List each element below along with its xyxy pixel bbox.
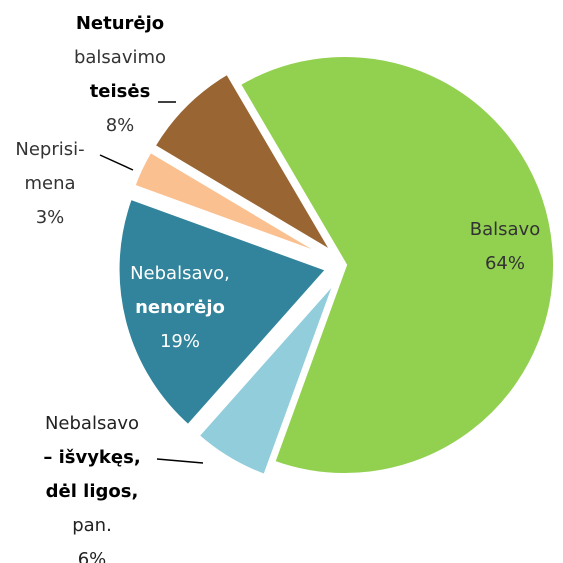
slice-label: Neturėjo [76,13,164,34]
slice-label: pan. [72,515,112,536]
slice-label: mena [24,173,75,194]
pie-slice [235,53,557,477]
value-label: 3% [36,207,65,228]
pie-slice [115,195,331,430]
leader-line [156,458,204,464]
slice-label: Nebalsavo [45,413,139,434]
slice-label: dėl ligos, [46,481,139,502]
pie-slice [130,147,332,261]
slice-label: Neprisi- [15,139,84,160]
pie-slice [150,69,336,256]
value-label: 8% [106,115,135,136]
pie-slice [194,277,339,479]
slice-label: Nebalsavo, [130,263,230,284]
slice-label: – išvykęs, [43,447,140,468]
value-label: 6% [78,549,107,563]
slice-label: teisės [90,81,151,102]
slice-label: Balsavo [470,219,540,240]
leader-line [99,154,134,171]
value-label: 19% [160,331,200,352]
slice-label: balsavimo [74,47,166,68]
value-label: 64% [485,253,525,274]
slice-label: nenorėjo [135,297,225,318]
